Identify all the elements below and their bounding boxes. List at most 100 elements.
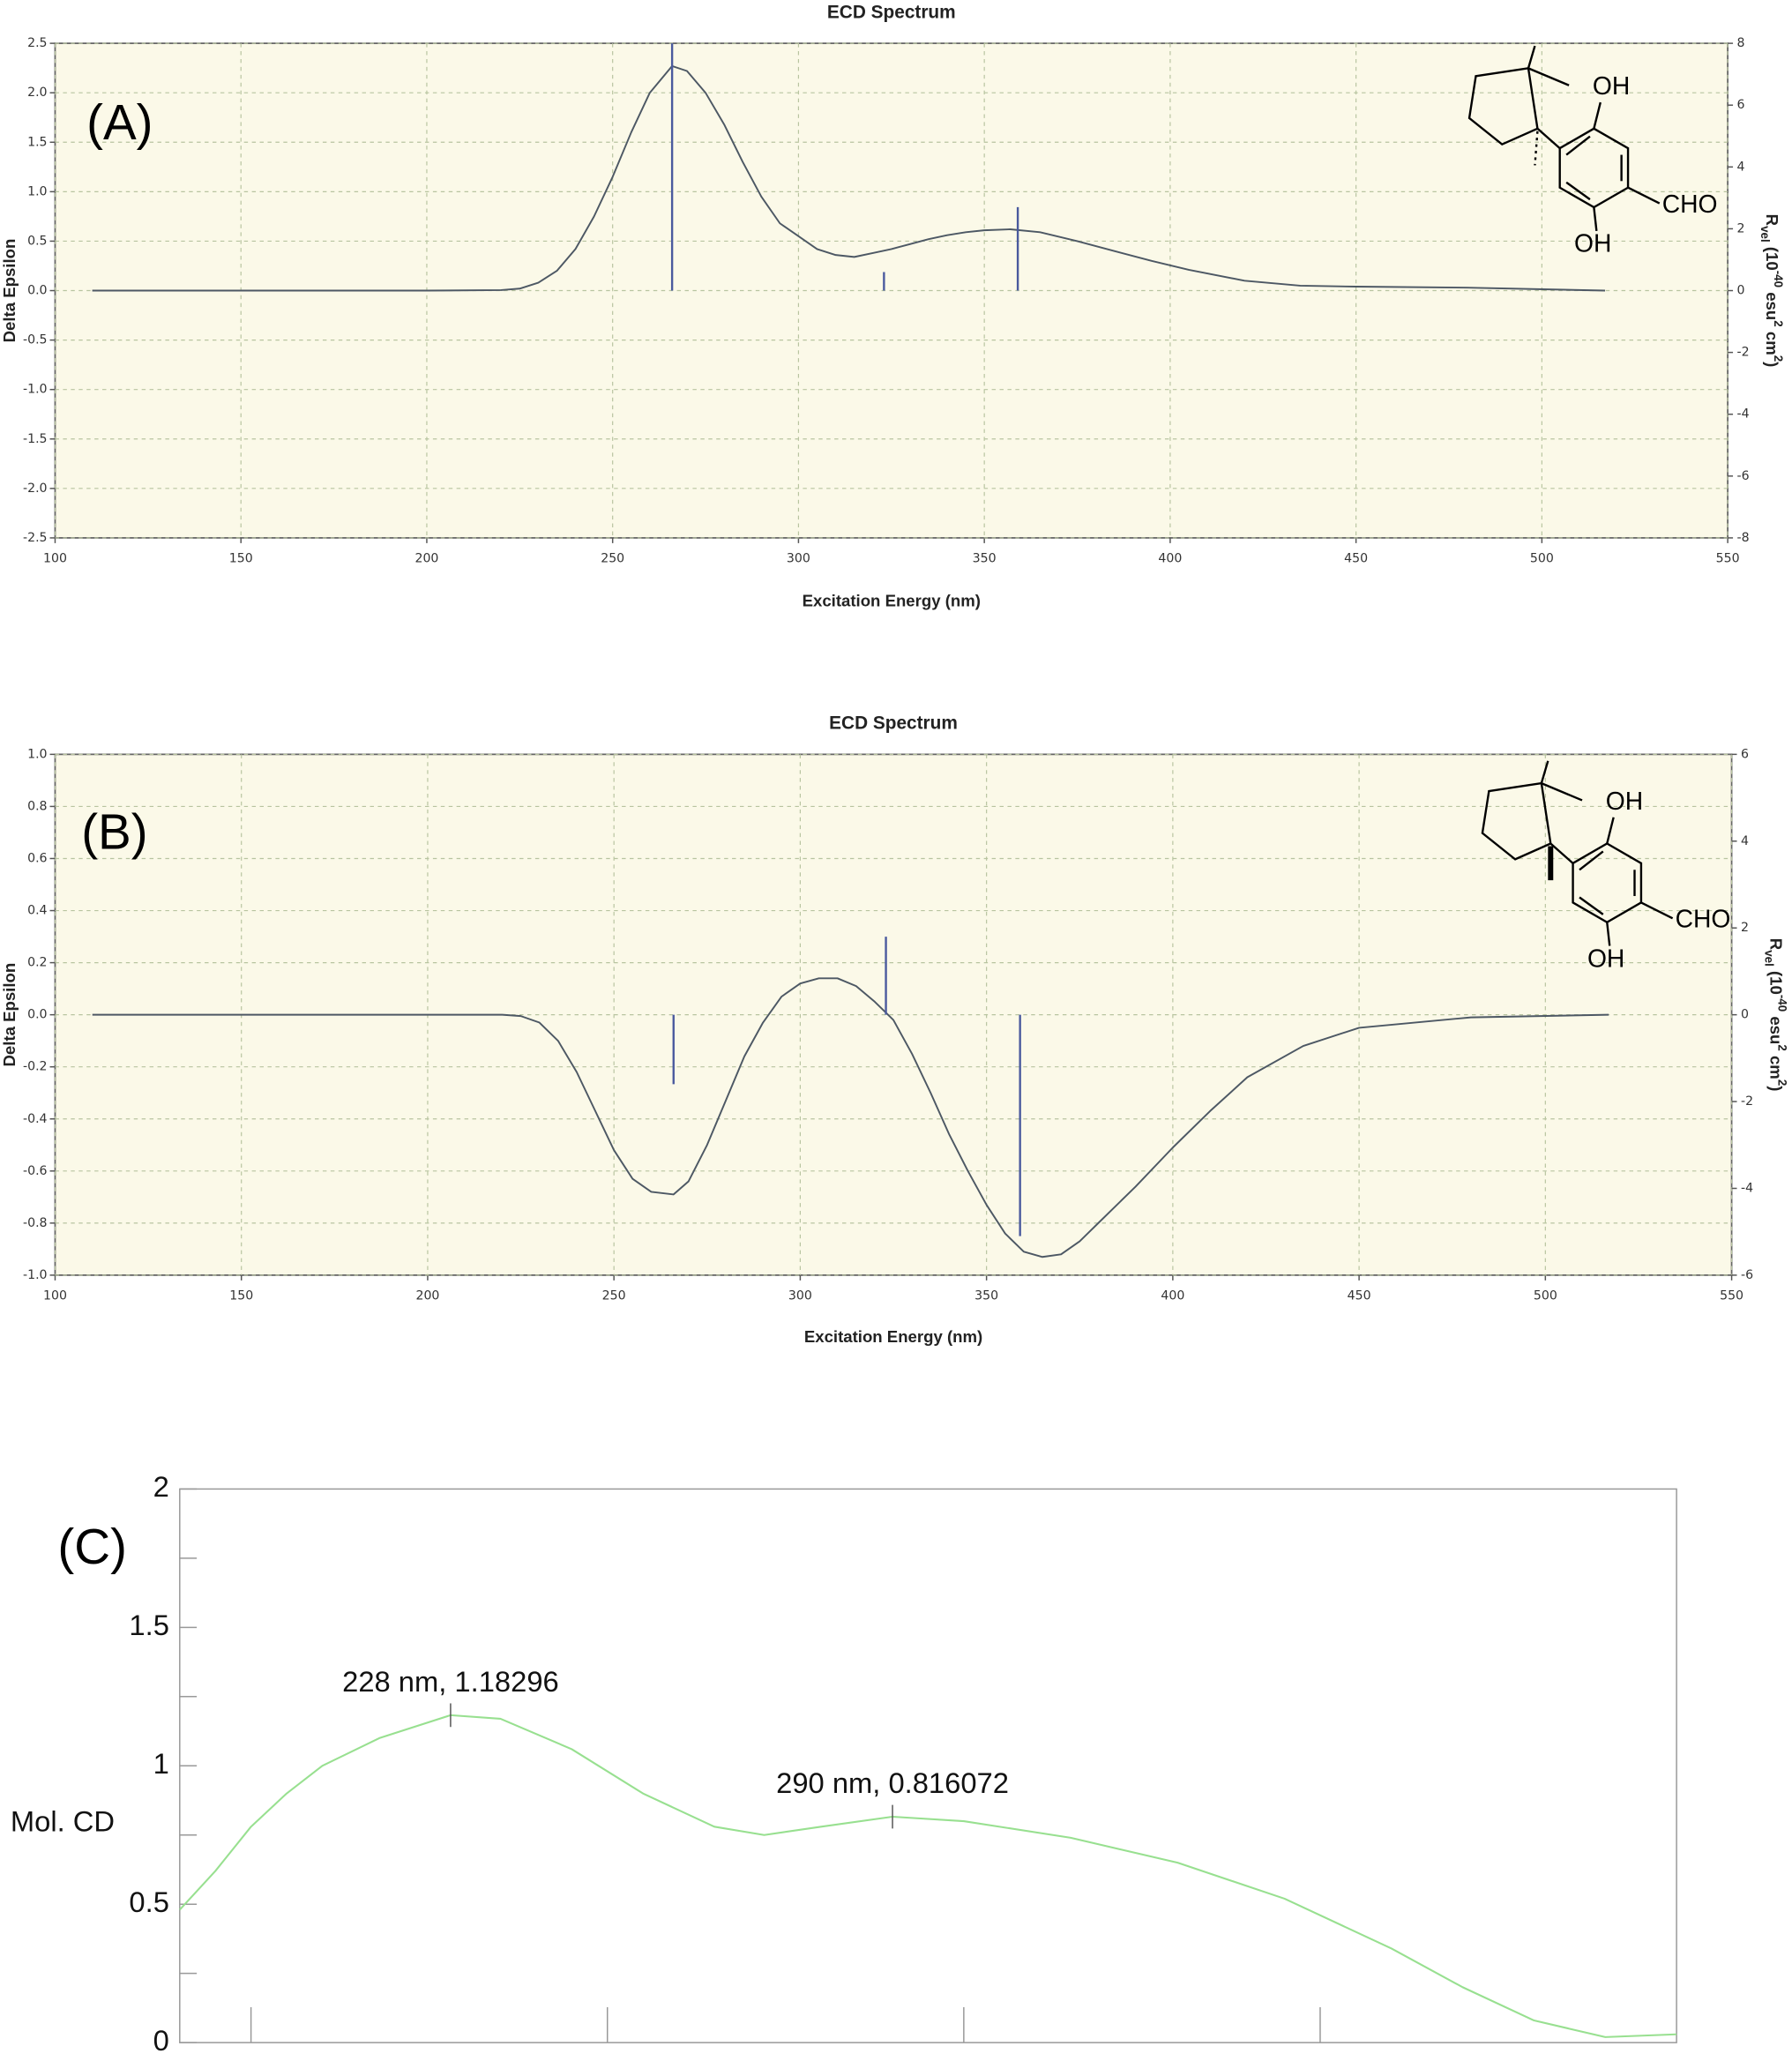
y-tick-label: -0.6 xyxy=(23,1164,48,1178)
x-tick-label: 500 xyxy=(1530,552,1554,566)
bond xyxy=(1627,186,1661,205)
bond xyxy=(1593,206,1598,231)
y-tick-label: 0.0 xyxy=(27,1008,47,1022)
y2-axis-label: Rvel (10-40 esu2 cm2) xyxy=(1758,214,1785,368)
methyl xyxy=(1527,45,1536,69)
y-tick-label: 1.0 xyxy=(27,184,47,198)
x-tick-label: 250 xyxy=(601,552,624,566)
x-tick-label: 100 xyxy=(43,1289,67,1303)
y-tick-label: -1.0 xyxy=(23,1268,48,1282)
x-tick-label: 400 xyxy=(1161,1289,1184,1303)
x-tick-label: 250 xyxy=(602,1289,626,1303)
y-tick-label: 0.4 xyxy=(27,904,47,918)
chart-title: ECD Spectrum xyxy=(827,2,956,22)
bond xyxy=(1565,181,1591,201)
structure-label: OH xyxy=(1574,229,1611,258)
y2-tick-label: 4 xyxy=(1737,160,1745,174)
y2-tick-label: -4 xyxy=(1737,407,1750,422)
cyclopentane xyxy=(1467,67,1561,150)
x-tick-label: 450 xyxy=(1344,552,1368,566)
y2-axis-label-part: 2 xyxy=(1772,320,1785,326)
methyl xyxy=(1540,760,1549,784)
structure-label: OH xyxy=(1593,71,1630,100)
plot-area xyxy=(179,1488,1677,2043)
x-tick-label: 150 xyxy=(229,552,253,566)
x-tick-label: 300 xyxy=(788,1289,812,1303)
y-tick-label: 1 xyxy=(153,1747,169,1780)
y-axis-label: Delta Epsilon xyxy=(0,239,19,343)
y-tick-label: 1.0 xyxy=(27,747,47,761)
y2-axis-label-part: (10 xyxy=(1763,243,1781,271)
wedge-methyl xyxy=(1548,846,1554,881)
curve xyxy=(92,64,1606,292)
y2-tick-label: -8 xyxy=(1737,531,1750,545)
x-tick-label: 200 xyxy=(414,552,438,566)
bond xyxy=(1606,922,1611,946)
panel-label: (B) xyxy=(81,804,147,860)
annotation: 228 nm, 1.18296 xyxy=(342,1665,559,1698)
bond xyxy=(1579,850,1604,871)
y2-axis-label-part: ) xyxy=(1763,362,1781,367)
y2-axis-label-part: 2 xyxy=(1772,355,1785,362)
y-tick-label: -0.8 xyxy=(23,1216,48,1230)
y-tick-label: -2.0 xyxy=(23,482,48,496)
annotation: 290 nm, 0.816072 xyxy=(776,1766,1009,1799)
y-tick-label: 2.0 xyxy=(27,86,47,100)
y-tick-label: -1.5 xyxy=(23,432,48,446)
y-tick-label: -0.4 xyxy=(23,1112,48,1126)
structure-b: OH CHO OH xyxy=(1481,760,1731,972)
y2-axis-label-part: -40 xyxy=(1776,995,1789,1012)
y-tick-label: 0.0 xyxy=(27,284,47,298)
x-axis-label: Excitation Energy (nm) xyxy=(804,1327,982,1346)
y2-tick-label: 0 xyxy=(1737,284,1745,298)
structure-label: CHO xyxy=(1676,905,1731,933)
y2-tick-label: -6 xyxy=(1737,469,1750,483)
y2-axis-label: Rvel (10-40 esu2 cm2) xyxy=(1763,938,1789,1092)
y-tick-label: 0.6 xyxy=(27,851,47,865)
y2-tick-label: 2 xyxy=(1737,221,1745,235)
x-tick-label: 350 xyxy=(973,552,997,566)
x-tick-label: 550 xyxy=(1716,552,1740,566)
y-tick-label: 2 xyxy=(153,1470,169,1503)
x-tick-label: 400 xyxy=(1158,552,1182,566)
methyl xyxy=(1527,67,1570,86)
x-tick-label: 200 xyxy=(415,1289,439,1303)
y-tick-label: -1.0 xyxy=(23,383,48,397)
structure-label: CHO xyxy=(1662,190,1718,218)
y-tick-label: 1.5 xyxy=(27,135,47,149)
bond xyxy=(1606,817,1615,844)
y-tick-label: 0.5 xyxy=(27,234,47,248)
y2-axis-label-part: R xyxy=(1767,938,1786,951)
y2-tick-label: 6 xyxy=(1741,747,1749,761)
structure-label: OH xyxy=(1587,944,1624,972)
panel-label: (A) xyxy=(86,94,153,150)
methyl xyxy=(1541,781,1583,802)
x-tick-label: 350 xyxy=(974,1289,998,1303)
cyclopentane xyxy=(1481,781,1574,864)
y-tick-label: 0.5 xyxy=(129,1886,168,1918)
y2-tick-label: -6 xyxy=(1741,1268,1753,1282)
y2-tick-label: 8 xyxy=(1737,36,1745,50)
curve xyxy=(179,1714,1677,2038)
bond xyxy=(1640,901,1674,920)
chart-title: ECD Spectrum xyxy=(829,713,958,734)
y2-axis-label-part: 2 xyxy=(1776,1044,1789,1050)
structure-a xyxy=(1467,45,1661,231)
y2-axis-label-part: 2 xyxy=(1776,1079,1789,1086)
y2-axis-label-part: esu xyxy=(1767,1012,1786,1044)
x-tick-label: 500 xyxy=(1534,1289,1557,1303)
curve xyxy=(92,977,1609,1258)
y2-axis-label-part: ) xyxy=(1767,1086,1786,1091)
y-tick-label: -0.5 xyxy=(23,333,48,347)
x-tick-label: 550 xyxy=(1720,1289,1743,1303)
y-tick-label: -0.2 xyxy=(23,1060,48,1074)
y2-axis-label-part: vel xyxy=(1758,226,1772,243)
y2-tick-label: -2 xyxy=(1741,1094,1753,1109)
y2-tick-label: 0 xyxy=(1741,1008,1749,1022)
methyl xyxy=(1534,131,1539,166)
y-tick-label: 1.5 xyxy=(129,1609,168,1641)
y-tick-label: -2.5 xyxy=(23,531,48,545)
y2-tick-label: 4 xyxy=(1741,834,1749,848)
